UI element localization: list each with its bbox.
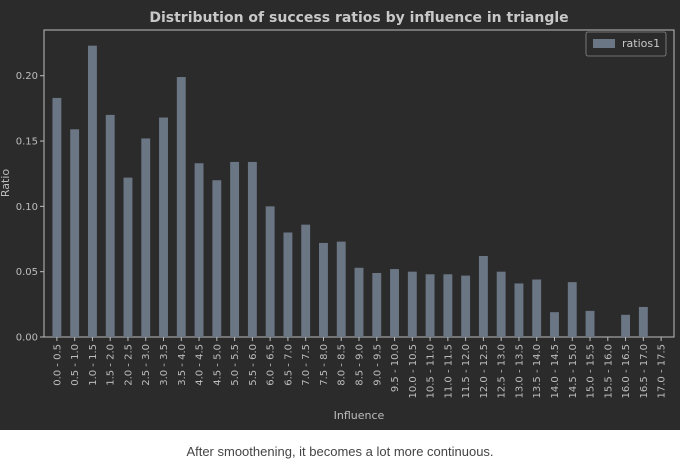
bars-group bbox=[52, 45, 648, 338]
x-tick-label: 5.5 - 6.0 bbox=[248, 344, 259, 386]
bar bbox=[638, 306, 648, 337]
bar bbox=[532, 279, 542, 337]
y-tick-label: 0.20 bbox=[16, 71, 38, 82]
bar bbox=[52, 97, 62, 338]
bar bbox=[265, 206, 275, 337]
x-tick-label: 0.5 - 1.0 bbox=[70, 344, 81, 386]
y-tick-label: 0.15 bbox=[16, 137, 38, 148]
y-axis-ticks: 0.00 0.05 0.10 0.15 0.20 bbox=[16, 71, 44, 344]
x-tick-label: 9.0 - 9.5 bbox=[372, 344, 383, 386]
x-tick-label: 8.0 - 8.5 bbox=[337, 344, 348, 386]
x-tick-label: 2.5 - 3.0 bbox=[141, 344, 152, 386]
x-tick-label: 15.5 - 16.0 bbox=[603, 344, 614, 399]
bar bbox=[336, 241, 346, 337]
legend-box bbox=[585, 31, 667, 57]
x-tick-label: 16.5 - 17.0 bbox=[639, 344, 650, 399]
bar bbox=[514, 283, 524, 337]
bar bbox=[478, 256, 488, 337]
bar bbox=[390, 269, 399, 337]
x-tick-label: 15.0 - 15.5 bbox=[586, 344, 597, 399]
bar bbox=[141, 138, 151, 337]
x-tick-label: 2.0 - 2.5 bbox=[123, 344, 134, 386]
bar bbox=[159, 117, 168, 337]
x-tick-label: 13.0 - 13.5 bbox=[514, 344, 525, 399]
x-tick-label: 6.0 - 6.5 bbox=[266, 344, 277, 386]
x-tick-label: 10.0 - 10.5 bbox=[408, 344, 419, 399]
bar bbox=[70, 129, 80, 337]
x-tick-label: 11.5 - 12.0 bbox=[461, 344, 472, 399]
bar bbox=[550, 312, 559, 337]
bar bbox=[443, 274, 453, 337]
x-tick-label: 14.5 - 15.0 bbox=[568, 344, 579, 399]
bar-chart: Distribution of success ratios by influe… bbox=[0, 10, 675, 422]
x-tick-label: 7.0 - 7.5 bbox=[301, 344, 312, 386]
x-tick-label: 5.0 - 5.5 bbox=[230, 344, 241, 386]
x-axis-label: Influence bbox=[334, 409, 385, 422]
x-tick-label: 3.0 - 3.5 bbox=[159, 344, 170, 386]
bar bbox=[283, 232, 293, 337]
bar bbox=[87, 45, 97, 338]
x-tick-label: 1.5 - 2.0 bbox=[106, 344, 117, 386]
x-tick-label: 13.5 - 14.0 bbox=[532, 344, 543, 399]
x-tick-label: 6.5 - 7.0 bbox=[283, 344, 294, 386]
bar bbox=[176, 77, 186, 337]
legend-swatch bbox=[593, 39, 615, 48]
bar bbox=[425, 274, 435, 337]
bar bbox=[496, 271, 506, 337]
x-tick-label: 9.5 - 10.0 bbox=[390, 344, 401, 392]
bar bbox=[105, 114, 115, 337]
x-tick-label: 4.0 - 4.5 bbox=[195, 344, 206, 386]
x-tick-label: 17.0 - 17.5 bbox=[657, 344, 668, 399]
bar bbox=[230, 161, 240, 337]
y-tick-label: 0.10 bbox=[16, 202, 38, 213]
bar bbox=[123, 177, 133, 337]
bar bbox=[247, 161, 257, 337]
y-tick-label: 0.00 bbox=[16, 333, 38, 344]
bar bbox=[407, 271, 417, 337]
y-tick-label: 0.05 bbox=[16, 267, 38, 278]
bar bbox=[372, 272, 382, 337]
bar bbox=[301, 224, 311, 337]
y-axis-label: Ratio bbox=[0, 169, 12, 198]
x-tick-label: 14.0 - 14.5 bbox=[550, 344, 561, 399]
bar bbox=[194, 163, 204, 337]
bar bbox=[354, 267, 364, 337]
bar bbox=[212, 180, 222, 337]
x-tick-label: 8.5 - 9.0 bbox=[355, 344, 366, 386]
x-tick-label: 3.5 - 4.0 bbox=[177, 344, 188, 386]
x-tick-label: 12.0 - 12.5 bbox=[479, 344, 490, 399]
figure-caption: After smoothening, it becomes a lot more… bbox=[186, 444, 494, 459]
bar bbox=[461, 275, 471, 337]
bar bbox=[585, 310, 595, 337]
x-tick-label: 10.5 - 11.0 bbox=[426, 344, 437, 399]
x-tick-label: 12.5 - 13.0 bbox=[497, 344, 508, 399]
legend: ratios1 bbox=[585, 31, 667, 57]
x-tick-label: 7.5 - 8.0 bbox=[319, 344, 330, 386]
x-tick-label: 4.5 - 5.0 bbox=[212, 344, 223, 386]
x-tick-label: 0.0 - 0.5 bbox=[52, 344, 63, 386]
bar bbox=[319, 242, 328, 337]
chart-figure: Distribution of success ratios by influe… bbox=[0, 0, 680, 430]
x-tick-label: 16.0 - 16.5 bbox=[621, 344, 632, 399]
chart-title: Distribution of success ratios by influe… bbox=[149, 10, 568, 26]
bar bbox=[567, 282, 577, 337]
x-tick-label: 11.0 - 11.5 bbox=[443, 344, 454, 399]
x-axis-ticks: 0.0 - 0.5 0.5 - 1.0 1.0 - 1.5 1.5 - 2.0 2.0 … bbox=[52, 337, 668, 399]
x-tick-label: 1.0 - 1.5 bbox=[88, 344, 99, 386]
bar bbox=[621, 314, 631, 337]
legend-label: ratios1 bbox=[622, 37, 660, 50]
